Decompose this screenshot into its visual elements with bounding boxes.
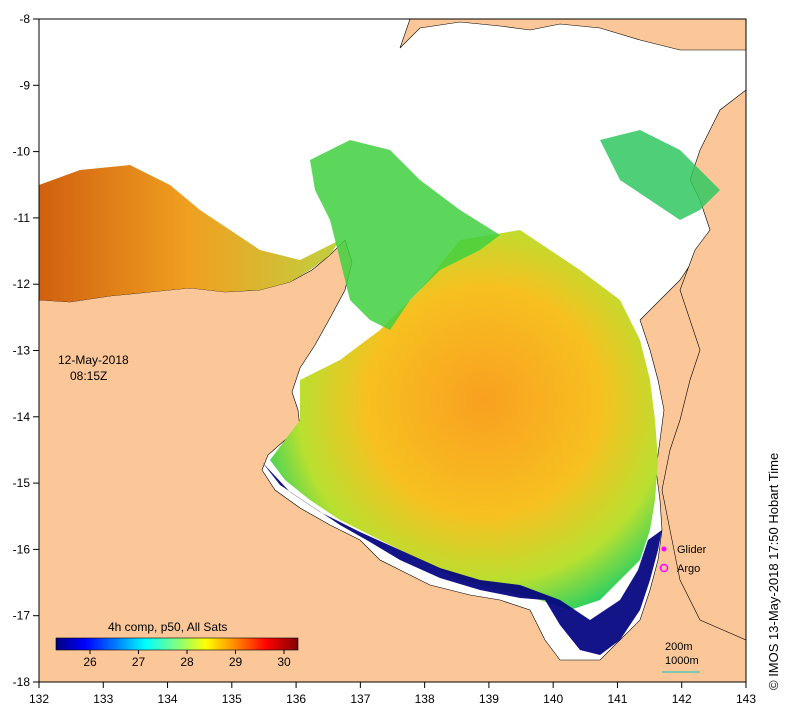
y-tick-label: -16 (13, 542, 31, 556)
x-tick-label: 141 (607, 692, 627, 706)
y-tick-label: -12 (13, 277, 31, 291)
date-label: 12-May-2018 (58, 353, 129, 367)
colorbar-tick-label: 28 (180, 655, 194, 669)
colorbar (55, 637, 299, 651)
y-axis: -8 -9 -10 -11 -12 -13 -14 -15 -16 -17 -18 (13, 12, 39, 689)
sst-cold-band (262, 462, 662, 655)
glider-legend-label: Glider (677, 544, 707, 556)
sst-west-band (39, 165, 340, 302)
glider-marker (661, 546, 667, 552)
y-tick-label: -8 (19, 12, 30, 26)
colorbar-tick-label: 27 (132, 655, 146, 669)
x-tick-label: 132 (29, 692, 49, 706)
sst-north-band (310, 140, 500, 330)
x-tick-label: 143 (736, 692, 756, 706)
x-tick-label: 138 (415, 692, 435, 706)
x-tick-label: 142 (672, 692, 692, 706)
x-tick-label: 134 (158, 692, 178, 706)
sst-warm-pool (270, 230, 658, 610)
y-tick-label: -17 (13, 609, 31, 623)
argo-legend-label: Argo (677, 563, 700, 575)
y-tick-label: -11 (14, 211, 31, 225)
scale-label-200m: 200m (665, 641, 693, 653)
y-tick-label: -14 (13, 410, 31, 424)
x-tick-label: 139 (479, 692, 499, 706)
sst-northeast-patch (600, 130, 720, 220)
y-tick-label: -18 (13, 675, 31, 689)
x-tick-label: 137 (350, 692, 370, 706)
colorbar-tick-label: 26 (83, 655, 97, 669)
colorbar-tick-label: 29 (229, 655, 243, 669)
argo-marker (659, 563, 669, 573)
x-tick-label: 135 (222, 692, 242, 706)
x-tick-label: 133 (93, 692, 113, 706)
colorbar-title: 4h comp, p50, All Sats (108, 620, 227, 634)
y-tick-label: -9 (19, 78, 30, 92)
colorbar-ticks: 26 27 28 29 30 (83, 650, 291, 669)
scale-label-1000m: 1000m (665, 655, 699, 667)
y-tick-label: -15 (13, 476, 31, 490)
x-axis: 132 133 134 135 136 137 138 139 140 141 142 143 (29, 682, 756, 706)
copyright-label: © IMOS 13-May-2018 17:50 Hobart Time (766, 452, 781, 690)
y-tick-label: -10 (13, 145, 31, 159)
time-label: 08:15Z (70, 369, 107, 383)
x-tick-label: 140 (543, 692, 563, 706)
y-tick-label: -13 (13, 344, 31, 358)
x-tick-label: 136 (286, 692, 306, 706)
colorbar-tick-label: 30 (277, 655, 291, 669)
